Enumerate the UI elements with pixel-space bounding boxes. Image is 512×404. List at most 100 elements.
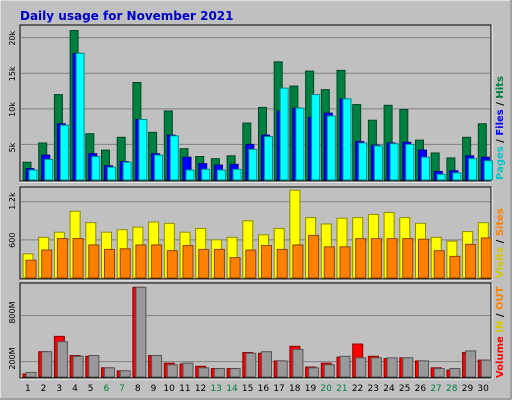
bar-out-day-5 xyxy=(88,355,100,378)
x-tick-label: 9 xyxy=(151,384,157,394)
x-tick-label: 19 xyxy=(305,384,317,394)
bar-out-day-29 xyxy=(465,350,477,378)
bar-sites-day-7 xyxy=(119,248,131,279)
bar-out-day-4 xyxy=(72,355,84,378)
bar-out-day-13 xyxy=(213,368,225,378)
bar-out-day-2 xyxy=(41,351,53,378)
x-tick-label: 25 xyxy=(399,384,410,394)
legend-entry: Files xyxy=(495,109,506,135)
bars-visits-sites xyxy=(22,189,492,279)
visits-sites-panel: 600 1.2k xyxy=(8,186,493,281)
bar-sites-day-20 xyxy=(323,246,335,279)
legend-entry: OUT xyxy=(495,286,506,310)
bar-pages-day-7 xyxy=(122,161,132,181)
x-tick-label: 1 xyxy=(25,384,31,394)
bar-pages-day-20 xyxy=(326,115,336,181)
bar-out-day-12 xyxy=(198,367,210,378)
bar-pages-day-16 xyxy=(264,136,273,181)
y-tick-label: 5k xyxy=(8,142,17,152)
y-tick-label: 15k xyxy=(8,66,17,81)
bar-sites-day-24 xyxy=(386,238,398,279)
y-axis-bottom: 200M 800M xyxy=(8,301,17,369)
x-tick-label: 20 xyxy=(320,384,332,394)
x-tick-label: 6 xyxy=(103,384,109,394)
bar-out-day-18 xyxy=(292,348,304,378)
legend-entry: Hits xyxy=(495,76,506,99)
bars-volume xyxy=(22,286,492,378)
x-tick-label: 27 xyxy=(430,384,441,394)
bar-pages-day-12 xyxy=(201,168,211,181)
x-tick-label: 2 xyxy=(41,384,47,394)
bar-pages-day-29 xyxy=(468,158,478,181)
bar-sites-day-4 xyxy=(72,238,84,279)
x-tick-label: 4 xyxy=(72,384,78,394)
bar-out-day-10 xyxy=(166,364,178,378)
legend-entry: / xyxy=(495,310,506,321)
bar-pages-day-25 xyxy=(405,143,415,181)
legend-entry: IN xyxy=(495,321,506,333)
x-tick-label: 17 xyxy=(273,384,284,394)
bar-out-day-1 xyxy=(25,371,37,378)
legend-entry: Visits xyxy=(495,247,506,278)
bar-out-day-6 xyxy=(104,367,115,378)
legend-volume-in-out: Volume IN / OUT xyxy=(495,286,506,378)
y-tick-label: 600 xyxy=(8,233,17,248)
x-tick-label: 12 xyxy=(195,384,206,394)
bar-sites-day-3 xyxy=(56,238,68,279)
bar-out-day-23 xyxy=(370,357,382,378)
bar-out-day-3 xyxy=(56,341,68,378)
bar-pages-day-28 xyxy=(452,172,462,181)
x-axis-day-labels: 1 2 3 4 5 6 7 8 9 10 11 12 13 14 15 16 17 18 19 20 21 22 23 24 2… xyxy=(25,384,489,394)
y-tick-label: 1.2k xyxy=(8,192,17,210)
bar-out-day-28 xyxy=(449,368,461,378)
bar-out-day-21 xyxy=(339,355,351,378)
bar-pages-day-1 xyxy=(28,169,38,181)
legend-entry: / xyxy=(495,136,506,147)
x-tick-label: 15 xyxy=(242,384,253,394)
volume-panel: 200M 800M xyxy=(8,282,493,380)
x-tick-label: 7 xyxy=(119,384,125,394)
bar-out-day-19 xyxy=(308,367,320,378)
bar-sites-day-25 xyxy=(402,238,414,279)
legend-entry: Pages xyxy=(495,146,506,180)
y-axis-top: 5k 10k 15k 20k xyxy=(8,30,17,152)
x-tick-label: 18 xyxy=(289,384,301,394)
bar-pages-day-18 xyxy=(295,107,305,181)
bar-out-day-15 xyxy=(245,352,257,378)
bar-out-day-11 xyxy=(182,362,194,378)
legend-pages-files-hits: Pages / Files / Hits xyxy=(495,76,506,180)
bar-pages-day-2 xyxy=(44,158,54,181)
legend-entry: Volume xyxy=(495,336,506,378)
x-tick-label: 23 xyxy=(368,384,379,394)
bar-out-day-9 xyxy=(151,355,163,378)
bar-out-day-8 xyxy=(135,286,147,378)
bar-sites-day-6 xyxy=(104,248,115,279)
bar-sites-day-29 xyxy=(465,243,477,279)
bar-sites-day-1 xyxy=(25,259,37,279)
x-tick-label: 16 xyxy=(258,384,270,394)
bar-pages-day-13 xyxy=(216,169,226,181)
bar-pages-day-6 xyxy=(107,166,116,181)
y-axis-middle: 600 1.2k xyxy=(8,192,17,248)
bar-pages-day-14 xyxy=(232,168,242,181)
x-tick-label: 11 xyxy=(179,384,190,394)
bar-pages-day-17 xyxy=(279,87,289,181)
bar-pages-day-4 xyxy=(75,52,85,181)
bars-hits-files-pages xyxy=(22,30,493,181)
bar-sites-day-27 xyxy=(433,250,445,279)
bar-sites-day-19 xyxy=(308,234,320,279)
bar-pages-day-23 xyxy=(373,145,383,181)
bar-sites-day-13 xyxy=(213,248,225,279)
bar-out-day-14 xyxy=(229,368,241,378)
legend-entry: / xyxy=(495,99,506,110)
bar-out-day-25 xyxy=(402,357,414,378)
x-tick-label: 13 xyxy=(211,384,222,394)
bar-sites-day-26 xyxy=(418,238,429,279)
legend-visits-sites: Visits / Sites xyxy=(495,208,506,278)
x-tick-label: 5 xyxy=(88,384,94,394)
bar-sites-day-5 xyxy=(88,244,100,279)
y-tick-label: 20k xyxy=(8,30,17,45)
bar-pages-day-19 xyxy=(311,94,321,181)
